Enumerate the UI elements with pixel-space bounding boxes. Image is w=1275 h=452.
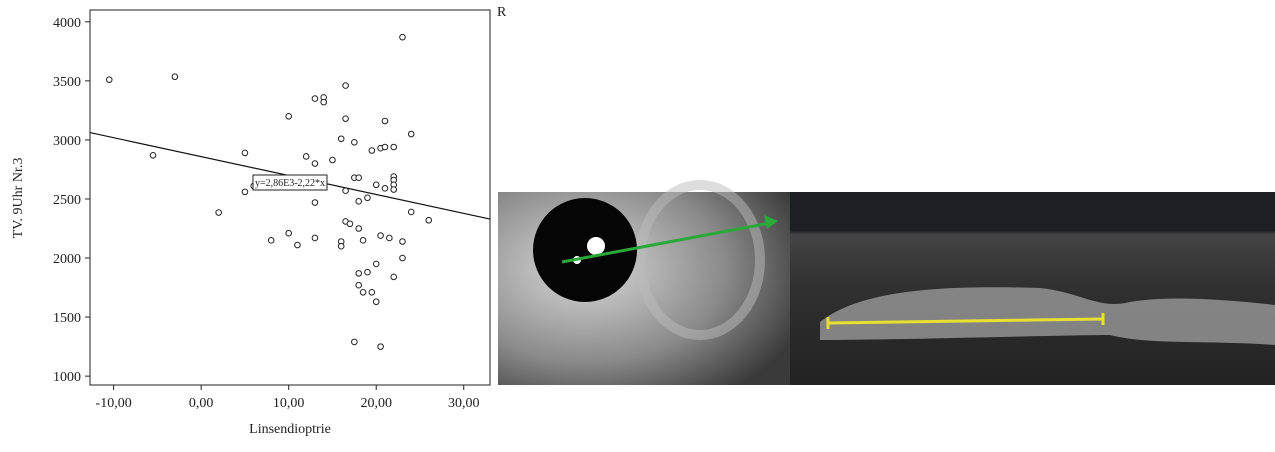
data-point (399, 238, 406, 245)
data-point (359, 288, 367, 296)
y-tick-label: 1500 (53, 311, 81, 326)
data-point (171, 73, 179, 81)
plot-frame (89, 9, 491, 386)
data-point (337, 135, 345, 143)
data-point (329, 156, 336, 164)
y-tick-label: 1000 (53, 370, 81, 385)
data-point (311, 95, 319, 102)
data-point (364, 194, 371, 202)
x-tick-label: 10,00 (273, 396, 305, 411)
y-tick-label: 3500 (53, 75, 81, 90)
data-point (294, 241, 301, 249)
equation-label: y=2,86E3-2,22*x (255, 178, 325, 189)
data-point (399, 254, 406, 262)
y-tick-label: 4000 (53, 16, 81, 31)
data-point (355, 198, 363, 205)
data-point (346, 220, 354, 228)
data-point (355, 174, 363, 182)
data-point (399, 33, 406, 41)
data-point (355, 225, 363, 232)
corner-label: R (497, 5, 507, 20)
data-point (390, 186, 398, 193)
data-point (351, 338, 358, 346)
data-point (372, 298, 380, 306)
data-point (302, 153, 310, 160)
eye-photo (498, 180, 790, 385)
data-point (241, 149, 249, 157)
x-tick-label: -10,00 (96, 396, 132, 411)
data-point (311, 160, 319, 167)
data-point (311, 199, 319, 206)
data-point (407, 208, 415, 216)
y-axis-title: TV. 9Uhr Nr.3 (11, 158, 26, 239)
y-tick-label: 2000 (53, 252, 81, 267)
x-tick-label: 30,00 (448, 396, 480, 411)
data-point (267, 237, 275, 244)
data-point (105, 76, 113, 83)
data-point (359, 237, 367, 244)
data-point (351, 138, 358, 146)
data-point (320, 98, 327, 106)
data-point (425, 216, 433, 224)
data-point (337, 242, 345, 250)
data-point (372, 260, 380, 268)
x-axis-title: Linsendioptrie (249, 422, 331, 437)
equation-box (252, 174, 328, 191)
data-point (364, 268, 371, 276)
data-point (285, 112, 292, 120)
data-point (355, 270, 363, 277)
x-tick-label: 20,00 (360, 396, 392, 411)
data-point (215, 209, 222, 216)
x-tick-label: 0,00 (189, 396, 214, 411)
data-point (390, 273, 398, 281)
data-point (285, 229, 292, 237)
chart: R Linsendioptrie TV. 9Uhr Nr.3 (11, 5, 507, 437)
data-point (386, 234, 393, 242)
data-point (381, 117, 389, 125)
oct-scan (790, 192, 1275, 385)
data-point (377, 232, 384, 239)
data-point (149, 151, 157, 159)
data-point (342, 82, 349, 89)
y-tick-label: 3000 (53, 134, 81, 149)
data-point (368, 288, 376, 296)
data-point (342, 187, 349, 195)
data-point (311, 234, 319, 242)
data-point (407, 130, 415, 138)
data-point (372, 181, 380, 189)
data-point (368, 147, 376, 154)
data-point (390, 143, 398, 151)
data-point (377, 343, 384, 350)
y-tick-label: 2500 (53, 193, 81, 208)
data-point (342, 115, 349, 122)
data-point (241, 188, 249, 196)
data-point (381, 143, 389, 151)
data-point (381, 185, 389, 192)
data-point (355, 281, 363, 289)
